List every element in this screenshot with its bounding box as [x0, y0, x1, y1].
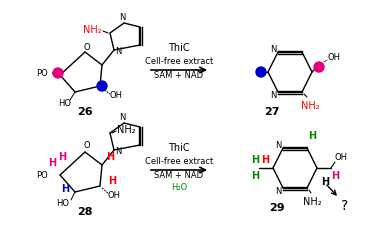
Circle shape	[256, 67, 266, 77]
Text: 26: 26	[77, 107, 93, 117]
Text: OH: OH	[108, 192, 120, 200]
Text: N: N	[275, 187, 281, 197]
Text: NH₂: NH₂	[303, 197, 321, 207]
Text: HO: HO	[57, 199, 70, 209]
Text: N: N	[270, 91, 276, 101]
Text: H: H	[251, 155, 259, 165]
Text: N: N	[270, 44, 276, 54]
Text: ThiC: ThiC	[168, 43, 190, 53]
Text: Cell-free extract: Cell-free extract	[145, 157, 213, 167]
Text: H: H	[106, 152, 114, 162]
Text: N: N	[115, 148, 121, 156]
Text: HO: HO	[59, 100, 72, 108]
Text: 28: 28	[77, 207, 93, 217]
Text: OH: OH	[334, 154, 348, 162]
Text: NH₂: NH₂	[301, 101, 319, 111]
Text: H: H	[331, 171, 339, 181]
Text: PO: PO	[36, 170, 48, 180]
Text: N: N	[119, 113, 125, 121]
Text: H: H	[261, 155, 269, 165]
Text: SAM + NAD: SAM + NAD	[154, 170, 204, 180]
Circle shape	[53, 68, 63, 78]
Text: N: N	[119, 12, 125, 22]
Text: O: O	[84, 42, 90, 52]
Text: H: H	[108, 176, 116, 186]
Text: 27: 27	[264, 107, 280, 117]
Circle shape	[314, 62, 324, 72]
Text: ?: ?	[341, 199, 349, 213]
Circle shape	[97, 81, 107, 91]
Text: Cell-free extract: Cell-free extract	[145, 58, 213, 66]
Text: NH₂: NH₂	[83, 25, 101, 35]
Text: 29: 29	[269, 203, 285, 213]
Text: NH₂: NH₂	[117, 125, 135, 135]
Text: H: H	[48, 158, 56, 168]
Text: H: H	[251, 171, 259, 181]
Text: ThiC: ThiC	[168, 143, 190, 153]
Text: H: H	[321, 177, 329, 187]
Text: O: O	[84, 142, 90, 150]
Text: N: N	[115, 48, 121, 56]
Text: H: H	[308, 131, 316, 141]
Text: PO: PO	[36, 68, 48, 78]
Text: OH: OH	[109, 91, 122, 101]
Text: H₂O: H₂O	[171, 184, 187, 192]
Text: OH: OH	[328, 53, 341, 61]
Text: H: H	[61, 184, 69, 194]
Text: H: H	[58, 152, 66, 162]
Text: N: N	[275, 140, 281, 150]
Text: SAM + NAD: SAM + NAD	[154, 71, 204, 79]
